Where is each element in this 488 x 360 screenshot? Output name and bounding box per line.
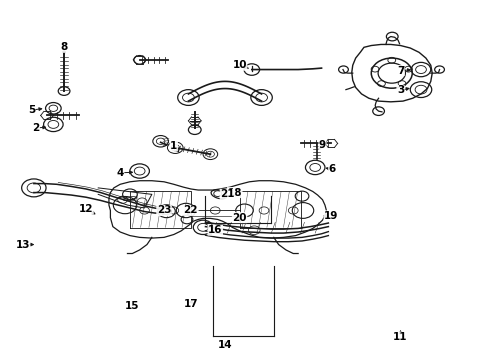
Text: 2: 2 [32,123,40,133]
Text: 11: 11 [392,332,407,342]
Text: 20: 20 [232,213,246,222]
Text: 23: 23 [157,206,171,216]
Text: 13: 13 [15,239,30,249]
Text: 14: 14 [217,340,232,350]
Text: 15: 15 [125,301,139,311]
Text: 7: 7 [396,66,404,76]
Text: 10: 10 [232,60,246,70]
Text: 22: 22 [183,206,198,216]
Text: 9: 9 [318,140,325,150]
Text: 1: 1 [170,141,177,151]
Text: 16: 16 [207,225,222,235]
Text: 5: 5 [28,105,35,115]
Text: 17: 17 [183,299,198,309]
Text: 3: 3 [396,85,404,95]
Text: 18: 18 [227,188,242,198]
Text: 19: 19 [324,211,338,221]
Text: 12: 12 [79,204,93,214]
Text: 4: 4 [116,168,123,178]
Text: 8: 8 [61,42,67,52]
Text: 6: 6 [328,164,335,174]
Text: 21: 21 [220,189,234,199]
